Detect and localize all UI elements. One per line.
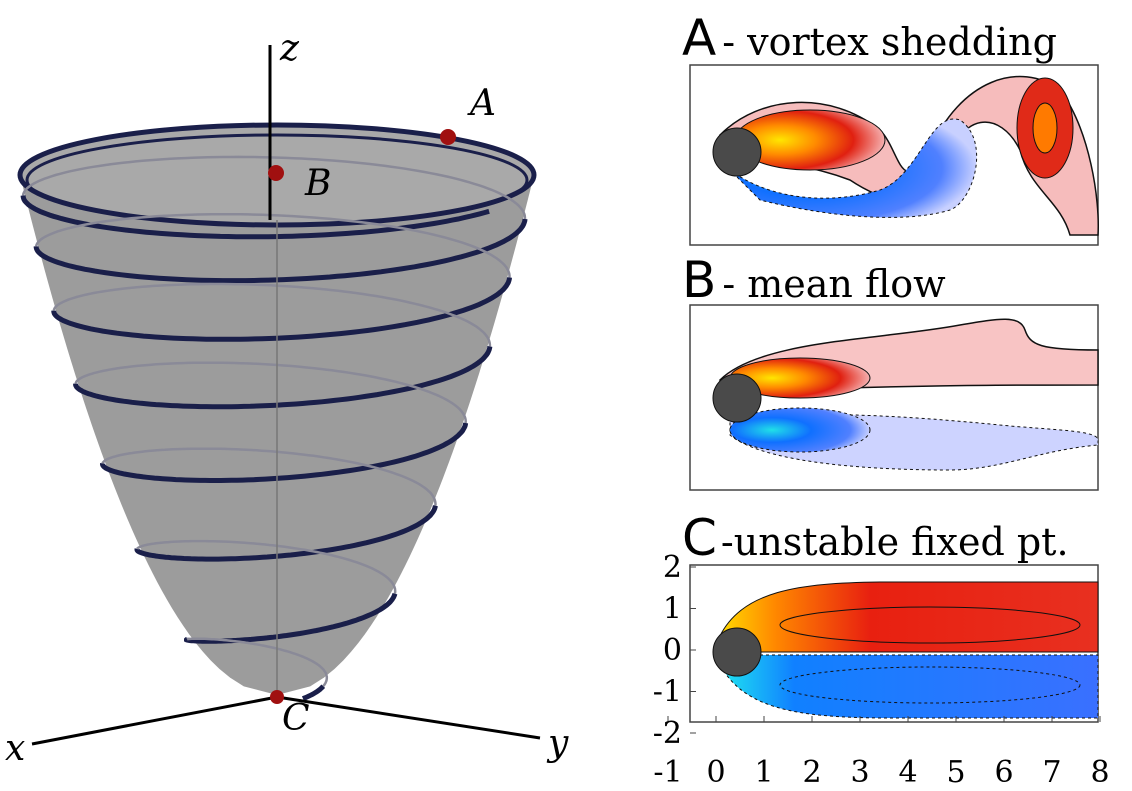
page: z A B C x y A- vortex shedding B- mean f… bbox=[0, 0, 1132, 791]
x-tick-label: 0 bbox=[706, 755, 725, 790]
panel-title: B- mean flow bbox=[682, 251, 946, 309]
label-z: z bbox=[279, 28, 300, 69]
panel-a: A- vortex shedding bbox=[682, 9, 1098, 245]
x-tick-label: 7 bbox=[1042, 755, 1061, 790]
y-axis bbox=[277, 697, 540, 738]
cylinder bbox=[713, 128, 761, 176]
y-tick-label: 1 bbox=[663, 592, 682, 627]
x-tick-label: -1 bbox=[653, 755, 682, 790]
x-tick-label: 1 bbox=[754, 755, 773, 790]
y-tick-label: 0 bbox=[663, 633, 682, 668]
x-tick-label: 8 bbox=[1090, 755, 1109, 790]
cylinder bbox=[713, 374, 761, 422]
panel-letter: A bbox=[682, 9, 716, 67]
vortex bbox=[1033, 103, 1057, 153]
y-tick-label: -2 bbox=[653, 716, 682, 751]
y-tick-label: 2 bbox=[663, 550, 682, 585]
panel-letter: C bbox=[682, 509, 717, 567]
label-c: C bbox=[282, 698, 310, 739]
label-y: y bbox=[546, 723, 569, 764]
x-tick-label: 4 bbox=[898, 755, 917, 790]
x-tick-label: 3 bbox=[850, 755, 869, 790]
label-x: x bbox=[5, 728, 25, 769]
point-b bbox=[268, 165, 284, 181]
label-a: A bbox=[467, 83, 496, 124]
x-axis bbox=[32, 697, 277, 744]
x-tick-label: 6 bbox=[994, 755, 1013, 790]
paraboloid-panel: z A B C x y bbox=[5, 28, 569, 769]
figure: z A B C x y A- vortex shedding B- mean f… bbox=[0, 0, 1132, 791]
panel-text: - vortex shedding bbox=[722, 20, 1057, 64]
panel-text: - mean flow bbox=[722, 262, 946, 306]
x-tick-label: 2 bbox=[802, 755, 821, 790]
point-a bbox=[440, 129, 456, 145]
label-b: B bbox=[304, 163, 331, 204]
cylinder bbox=[713, 628, 761, 676]
y-tick-label: -1 bbox=[653, 675, 682, 710]
panel-letter: B bbox=[682, 251, 716, 309]
x-tick-label: 5 bbox=[946, 755, 965, 790]
panel-title: A- vortex shedding bbox=[682, 9, 1057, 67]
trajectory bbox=[303, 686, 323, 699]
panel-text: -unstable fixed pt. bbox=[721, 520, 1069, 564]
panel-b: B- mean flow bbox=[682, 251, 1098, 490]
panel-title: C-unstable fixed pt. bbox=[682, 509, 1069, 567]
